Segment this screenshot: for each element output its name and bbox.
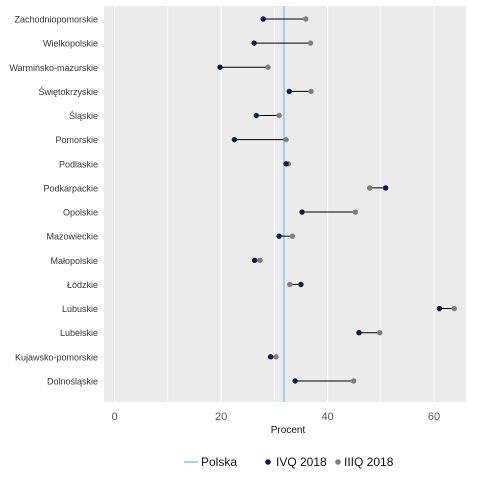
point-iiiq-0 (303, 16, 309, 22)
category-label-2: Warmińsko-mazurskie (9, 63, 98, 73)
point-ivq-3 (286, 88, 292, 95)
point-iiiq-4 (276, 112, 282, 119)
point-iiiq-7 (366, 185, 373, 191)
legend-polska-label: Polska (201, 455, 237, 469)
legend: Polska IVQ 2018 IIIQ 2018 (184, 455, 394, 469)
point-ivq-13 (356, 329, 362, 336)
x-tick-label-40: 40 (321, 411, 333, 423)
point-ivq-8 (299, 209, 305, 215)
grid-lines (114, 6, 435, 402)
category-label-5: Pomorskie (55, 135, 98, 145)
category-label-8: Opolskie (63, 208, 98, 218)
point-ivq-9 (276, 233, 282, 239)
point-iiiq-3 (308, 88, 314, 95)
x-tick-label-20: 20 (215, 411, 227, 423)
point-iiiq-11 (287, 281, 293, 288)
point-iiiq-2 (265, 64, 271, 70)
plot-background (104, 6, 466, 402)
category-label-13: Lubelskie (60, 328, 98, 338)
point-ivq-11 (298, 281, 304, 288)
category-label-0: Zachodniopomorskie (14, 15, 98, 25)
category-label-9: Mazowieckie (46, 232, 98, 242)
point-ivq-5 (231, 136, 238, 143)
point-iiiq-14 (273, 354, 279, 360)
point-ivq-1 (251, 40, 257, 46)
legend-iiiq-swatch (335, 459, 341, 465)
point-ivq-14 (267, 354, 274, 360)
point-ivq-2 (217, 64, 223, 70)
category-label-4: Śląskie (69, 110, 98, 121)
category-label-10: Małopolskie (50, 256, 98, 266)
point-ivq-12 (436, 305, 443, 312)
point-ivq-7 (382, 185, 389, 191)
category-label-15: Dolnośląskie (47, 376, 98, 386)
category-label-11: Łódzkie (67, 280, 98, 290)
legend-ivq-label: IVQ 2018 (276, 455, 327, 469)
point-ivq-4 (253, 112, 259, 119)
point-iiiq-15 (350, 378, 357, 384)
x-tick-labels: 0 20 40 60 (112, 411, 441, 423)
point-iiiq-1 (307, 40, 314, 46)
legend-ivq-swatch (265, 459, 271, 465)
point-iiiq-5 (283, 136, 289, 143)
category-label-1: Wielkopolskie (43, 39, 98, 49)
legend-iiiq-label: IIIQ 2018 (344, 455, 394, 469)
point-ivq-6 (283, 161, 289, 167)
point-iiiq-10 (257, 257, 263, 263)
points-layer (217, 16, 457, 384)
point-ivq-10 (251, 257, 258, 263)
category-label-6: Podlaskie (59, 159, 98, 169)
category-label-14: Kujawsko-pomorskie (15, 352, 98, 362)
point-ivq-15 (292, 378, 298, 384)
point-iiiq-12 (451, 305, 457, 312)
x-axis-title: Procent (271, 425, 306, 436)
category-label-7: Podkarpackie (43, 183, 98, 193)
point-iiiq-9 (289, 233, 296, 239)
point-iiiq-8 (352, 209, 358, 215)
point-ivq-0 (260, 16, 266, 22)
category-label-12: Lubuskie (62, 304, 98, 314)
category-label-3: Świętokrzyskie (38, 86, 98, 97)
x-tick-label-60: 60 (428, 411, 440, 423)
category-labels: Zachodniopomorskie Wielkopolskie Warmińsko… (9, 15, 98, 387)
point-iiiq-13 (377, 329, 383, 336)
x-tick-label-0: 0 (112, 411, 118, 423)
